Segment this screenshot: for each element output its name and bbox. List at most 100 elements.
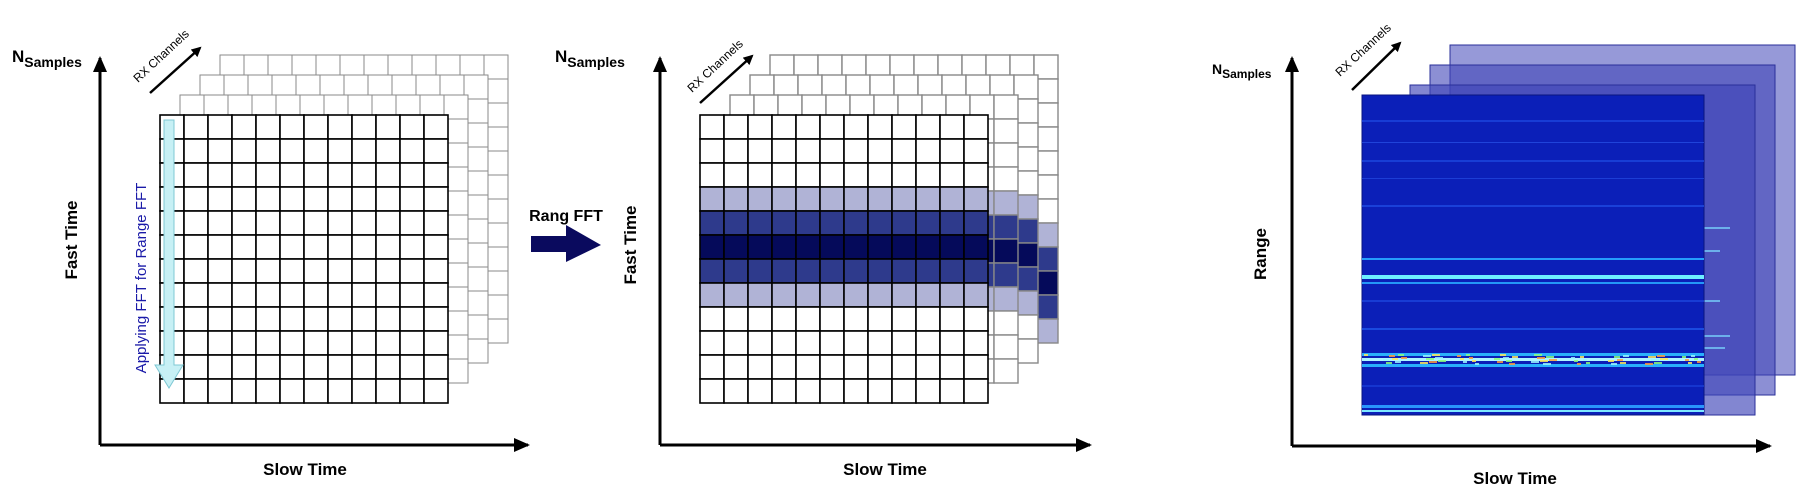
grid-cell [183, 210, 209, 236]
speckle [1583, 359, 1587, 361]
speckle [1537, 357, 1545, 359]
grid-cell [231, 186, 257, 212]
grid-cell [327, 258, 353, 284]
grid-cell [891, 282, 917, 308]
grid-cell [747, 210, 773, 236]
grid-cell [279, 186, 305, 212]
speckle [1457, 355, 1461, 357]
grid-cell [231, 330, 257, 356]
grid-cell [699, 378, 725, 404]
panel-range-spectrogram: NSamples Range Slow Time RX Channels [1212, 21, 1796, 488]
speckle [1531, 361, 1539, 363]
grid-cell [963, 138, 989, 164]
grid-cell [819, 210, 845, 236]
grid-cell [963, 162, 989, 188]
grid-cell [963, 378, 989, 404]
speckle [1654, 362, 1662, 364]
grid-cell [843, 138, 869, 164]
grid-cell [183, 330, 209, 356]
grid-cell [891, 330, 917, 356]
grid-cell [747, 162, 773, 188]
grid-cell [795, 234, 821, 260]
grid-cell [963, 186, 989, 212]
range-bin-stripe [1362, 328, 1704, 330]
grid-cell [327, 162, 353, 188]
speckle [1423, 355, 1431, 357]
grid-cell [327, 306, 353, 332]
range-bin-stripe [1362, 410, 1704, 412]
grid-cell [963, 306, 989, 332]
grid-cell [399, 186, 425, 212]
grid-cell [843, 114, 869, 140]
grid-cell [867, 234, 893, 260]
grid-cell [279, 234, 305, 260]
speckle [1472, 360, 1476, 362]
range-fft-step: Rang FFT [529, 208, 603, 262]
grid-cell [279, 354, 305, 380]
speckle [1571, 357, 1575, 359]
grid-cell [207, 210, 233, 236]
speckle [1438, 360, 1446, 362]
grid-cell [939, 234, 965, 260]
fast-time-label: Fast Time [62, 200, 81, 279]
grid-cell [843, 162, 869, 188]
grid-cell [819, 282, 845, 308]
grid-cell [423, 186, 449, 212]
grid-cell [891, 114, 917, 140]
grid-cell [723, 210, 749, 236]
speckle [1540, 360, 1548, 362]
grid-cell [795, 114, 821, 140]
n-samples-label: NSamples [12, 47, 82, 70]
grid-cell [993, 118, 1019, 144]
speckle [1426, 358, 1434, 360]
grid-cell [255, 186, 281, 212]
grid-cell [915, 306, 941, 332]
grid-cell [279, 138, 305, 164]
grid-cell [771, 282, 797, 308]
grid-cell [231, 138, 257, 164]
grid-cell [303, 210, 329, 236]
grid-cell [915, 114, 941, 140]
grid-cell [795, 186, 821, 212]
grid-cell [699, 162, 725, 188]
speckle [1660, 358, 1668, 360]
front-spectrogram [1361, 94, 1705, 416]
speckle [1549, 359, 1557, 361]
range-fft-label: Rang FFT [529, 208, 603, 225]
grid-cell [231, 306, 257, 332]
grid-cell [351, 306, 377, 332]
grid-cell [375, 162, 401, 188]
front-data-grid [159, 114, 449, 404]
grid-cell [819, 162, 845, 188]
range-bin-stripe [1362, 364, 1704, 367]
slow-time-label: Slow Time [263, 460, 347, 479]
grid-cell [939, 282, 965, 308]
grid-cell [843, 258, 869, 284]
grid-cell [771, 258, 797, 284]
rx-channels-label: RX Channels [684, 37, 745, 95]
grid-cell [771, 306, 797, 332]
speckle [1389, 355, 1395, 357]
grid-cell [231, 162, 257, 188]
grid-cell [303, 138, 329, 164]
grid-cell [993, 238, 1019, 264]
grid-cell [351, 138, 377, 164]
grid-cell [423, 138, 449, 164]
grid-cell [183, 114, 209, 140]
fft-note-label: Applying FFT for Range FFT [133, 183, 150, 374]
speckle [1469, 357, 1473, 359]
grid-cell [399, 306, 425, 332]
range-bin-stripe [1362, 358, 1704, 361]
speckle [1617, 359, 1623, 361]
grid-cell [723, 378, 749, 404]
grid-cell [891, 162, 917, 188]
grid-cell [939, 162, 965, 188]
grid-cell [993, 310, 1019, 336]
grid-cell [303, 162, 329, 188]
grid-cell [993, 262, 1019, 288]
speckle [1392, 358, 1398, 360]
grid-cell [375, 234, 401, 260]
grid-cell [303, 378, 329, 404]
grid-cell [771, 234, 797, 260]
grid-cell [771, 354, 797, 380]
